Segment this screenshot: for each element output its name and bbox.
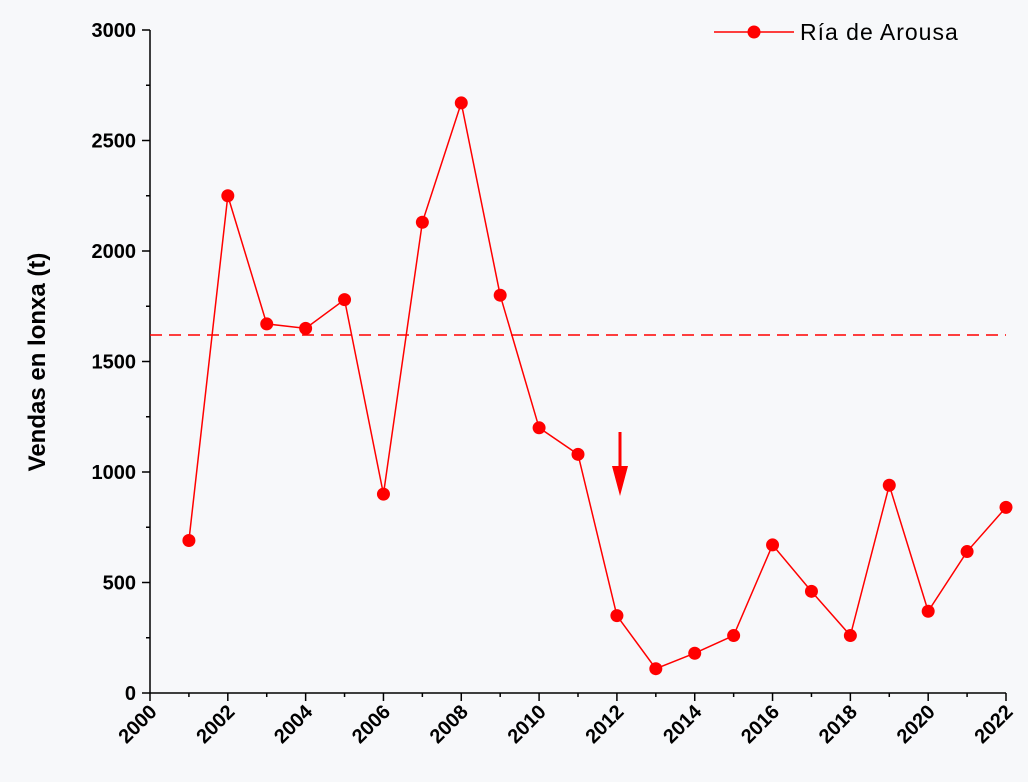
data-point xyxy=(182,534,196,548)
annotation-arrow xyxy=(612,432,628,496)
y-tick-label: 2500 xyxy=(92,131,137,153)
data-point xyxy=(649,662,663,676)
data-point xyxy=(221,189,235,203)
y-tick-label: 1000 xyxy=(92,462,137,484)
data-point xyxy=(571,447,585,461)
data-point xyxy=(454,96,468,110)
data-point xyxy=(804,584,818,598)
legend-label: Ría de Arousa xyxy=(800,19,959,45)
data-point xyxy=(766,538,780,552)
data-point xyxy=(299,321,313,335)
data-point xyxy=(999,500,1013,514)
legend-marker xyxy=(747,25,761,39)
data-point xyxy=(415,215,429,229)
y-tick-label: 500 xyxy=(103,573,136,595)
data-point xyxy=(960,545,974,559)
data-point xyxy=(688,646,702,660)
y-tick-label: 2000 xyxy=(92,241,137,263)
data-point xyxy=(532,421,546,435)
data-point xyxy=(610,609,624,623)
data-point xyxy=(338,293,352,307)
data-point xyxy=(493,288,507,302)
data-point xyxy=(921,604,935,618)
series-line xyxy=(188,99,1007,670)
y-tick-label: 0 xyxy=(125,683,136,705)
data-point xyxy=(376,487,390,501)
arrow-head xyxy=(612,466,628,496)
y-tick-label: 3000 xyxy=(92,20,137,42)
y-axis-label: Vendas en lonxa (t) xyxy=(24,253,51,472)
y-tick-label: 1500 xyxy=(92,352,137,374)
data-point xyxy=(727,629,741,643)
data-point xyxy=(882,478,896,492)
data-point xyxy=(843,629,857,643)
data-point xyxy=(260,317,274,331)
